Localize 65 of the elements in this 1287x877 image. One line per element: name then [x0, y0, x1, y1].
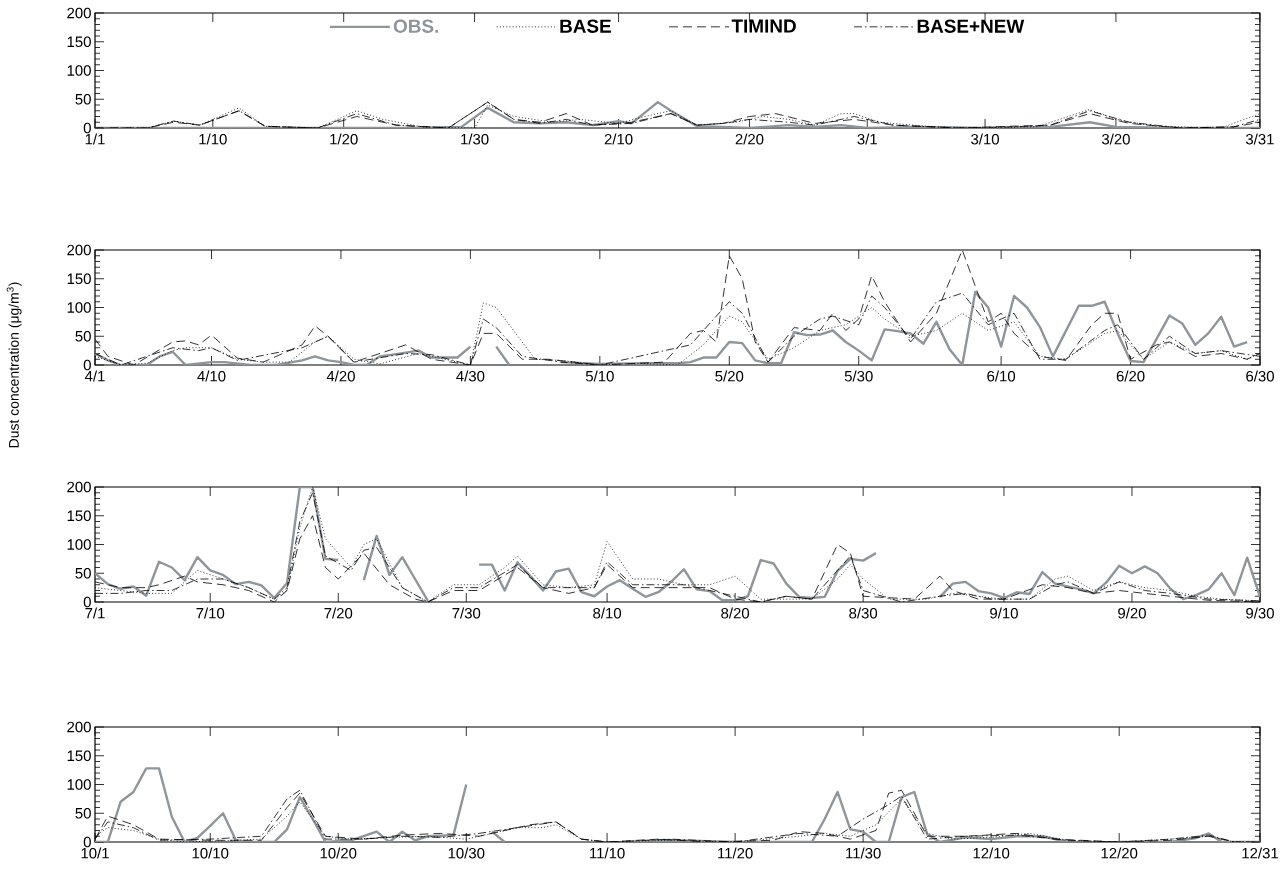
y-tick-label: 200: [67, 481, 91, 493]
y-tick-label: 50: [75, 807, 91, 819]
x-tick-label: 10/10: [192, 847, 229, 859]
x-tick-label: 6/20: [1116, 370, 1145, 382]
x-tick-label: 5/30: [844, 370, 873, 382]
x-tick-label: 6/10: [987, 370, 1016, 382]
x-tick-label: 12/20: [1101, 847, 1138, 859]
y-tick-label: 100: [67, 302, 91, 313]
x-tick-label: 3/10: [971, 133, 999, 145]
legend-label: BASE+NEW: [917, 19, 1025, 33]
y-tick-label: 100: [67, 779, 91, 790]
x-tick-label: 11/20: [718, 847, 753, 859]
x-tick-label: 7/30: [452, 607, 481, 619]
legend-label: BASE: [560, 19, 611, 33]
y-tick-label: 150: [67, 36, 91, 48]
x-tick-label: 9/10: [990, 607, 1018, 619]
y-tick-label: 100: [67, 539, 91, 550]
x-tick-label: 1/1: [85, 133, 105, 145]
y-tick-label: 200: [67, 244, 91, 256]
x-tick-label: 7/10: [196, 607, 225, 619]
x-tick-label: 7/20: [324, 607, 353, 619]
x-tick-label: 11/10: [590, 847, 625, 859]
y-tick-label: 200: [67, 721, 91, 733]
x-tick-label: 10/20: [320, 847, 357, 859]
x-tick-label: 6/30: [1246, 370, 1274, 382]
y-tick-label: 50: [75, 567, 91, 579]
x-tick-label: 2/20: [735, 133, 764, 145]
x-tick-label: 9/20: [1118, 607, 1146, 619]
y-tick-label: 50: [75, 93, 91, 105]
y-tick-label: 150: [67, 510, 91, 522]
x-tick-label: 5/10: [585, 370, 614, 382]
x-tick-label: 3/31: [1245, 133, 1274, 145]
y-tick-label: 0: [83, 122, 91, 134]
x-tick-label: 10/1: [81, 847, 109, 859]
legend-label: OBS.: [393, 19, 439, 33]
y-axis-title: Dust concentration (μg/m$^{3}$): [6, 282, 22, 448]
x-tick-label: 4/1: [84, 370, 105, 382]
y-tick-label: 200: [67, 7, 91, 19]
legend-label: TIMIND: [731, 19, 796, 33]
x-tick-label: 7/1: [85, 607, 105, 619]
y-tick-label: 150: [67, 273, 91, 285]
x-tick-label: 4/30: [456, 370, 485, 382]
x-tick-label: 12/10: [973, 847, 1010, 859]
x-tick-label: 8/30: [849, 607, 878, 619]
x-tick-label: 3/20: [1101, 133, 1130, 145]
x-tick-label: 10/30: [448, 847, 485, 859]
y-tick-label: 0: [83, 596, 91, 608]
x-tick-label: 3/1: [857, 133, 877, 145]
x-tick-label: 1/30: [461, 133, 489, 145]
x-tick-label: 2/10: [604, 133, 633, 145]
y-tick-label: 50: [75, 330, 91, 342]
y-tick-label: 100: [67, 65, 91, 76]
x-tick-label: 12/31: [1242, 847, 1278, 859]
y-tick-label: 150: [67, 750, 91, 762]
y-tick-label: 0: [83, 359, 91, 371]
x-tick-label: 9/30: [1246, 607, 1274, 619]
y-tick-label: 0: [83, 836, 91, 848]
x-tick-label: 11/30: [846, 847, 881, 859]
x-tick-label: 1/10: [199, 133, 227, 145]
x-tick-label: 4/20: [326, 370, 355, 382]
x-tick-label: 1/20: [330, 133, 358, 145]
x-tick-label: 5/20: [715, 370, 744, 382]
x-tick-label: 8/20: [721, 607, 750, 619]
x-tick-label: 4/10: [197, 370, 226, 382]
x-tick-label: 8/10: [593, 607, 622, 619]
